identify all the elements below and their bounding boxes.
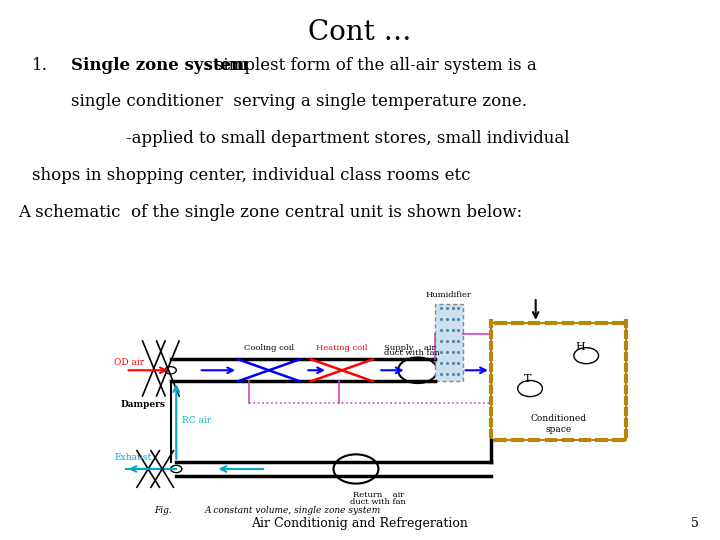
Text: A constant volume, single zone system: A constant volume, single zone system [204, 505, 381, 515]
Text: Fig.: Fig. [154, 505, 171, 515]
Text: -applied to small department stores, small individual: -applied to small department stores, sma… [126, 130, 570, 147]
Text: OD air: OD air [114, 357, 145, 367]
Text: 5: 5 [690, 517, 698, 530]
Text: Heating coil: Heating coil [316, 344, 368, 352]
Text: Cooling coil: Cooling coil [244, 344, 294, 352]
Text: RC air: RC air [182, 416, 211, 425]
Text: Humidifier: Humidifier [426, 291, 472, 299]
Text: shops in shopping center, individual class rooms etc: shops in shopping center, individual cla… [32, 167, 471, 184]
Text: Cont …: Cont … [308, 19, 412, 46]
Text: H: H [576, 341, 585, 352]
Text: Return    air: Return air [353, 491, 404, 499]
Text: Single zone system: Single zone system [71, 57, 248, 73]
Text: 1.: 1. [32, 57, 48, 73]
Text: Exhaust: Exhaust [114, 453, 152, 462]
Text: Supply    air: Supply air [384, 344, 436, 352]
Text: : simplest form of the all-air system is a: : simplest form of the all-air system is… [204, 57, 536, 73]
Text: Air Conditionig and Refregeration: Air Conditionig and Refregeration [251, 517, 469, 530]
Text: Conditioned: Conditioned [530, 414, 586, 423]
Text: T: T [523, 374, 531, 384]
Text: Dampers: Dampers [120, 400, 165, 409]
Text: duct with fan: duct with fan [384, 349, 440, 357]
Bar [491, 323, 626, 440]
Text: duct with fan: duct with fan [351, 498, 406, 506]
Bar [435, 305, 463, 381]
Text: space: space [545, 425, 571, 434]
Text: A schematic  of the single zone central unit is shown below:: A schematic of the single zone central u… [18, 204, 522, 220]
Text: single conditioner  serving a single temperature zone.: single conditioner serving a single temp… [71, 93, 526, 110]
